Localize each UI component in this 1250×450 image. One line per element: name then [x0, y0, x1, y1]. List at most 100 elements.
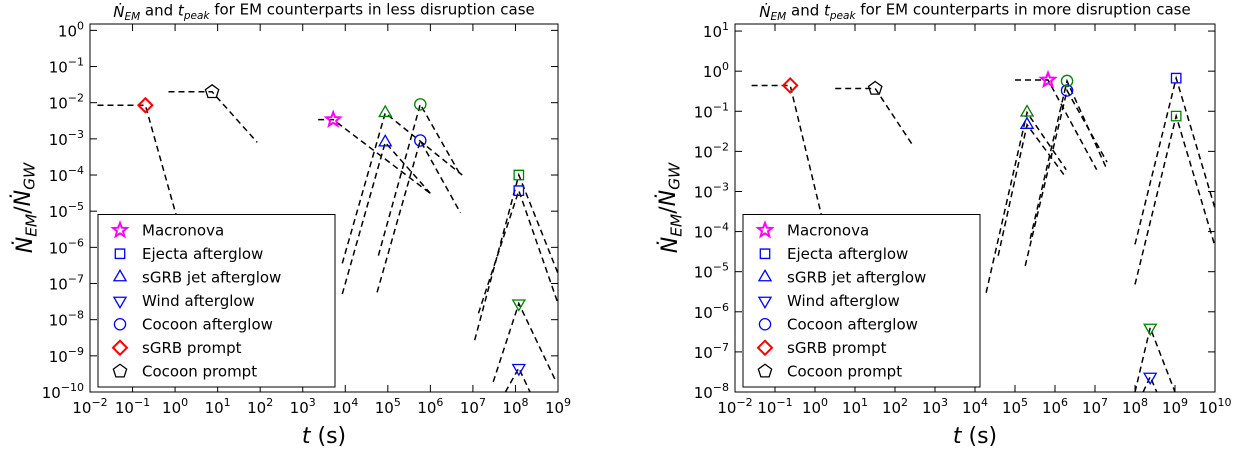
- legend-label: Ejecta afterglow: [787, 245, 908, 263]
- tick-exp: 0: [821, 396, 828, 409]
- model-curve: [835, 87, 914, 146]
- tick-base: 10: [694, 384, 713, 402]
- legend-marker: [110, 220, 130, 239]
- tick-base: 10: [49, 276, 68, 294]
- text-segment: t: [302, 424, 312, 449]
- tick-base: 10: [882, 399, 901, 417]
- title: ṄEM and tpeak for EM counterparts in mor…: [759, 0, 1190, 23]
- tick-base: 10: [290, 399, 309, 417]
- tick-base: 10: [922, 399, 941, 417]
- legend-label: Wind afterglow: [142, 292, 255, 310]
- legend-marker: [755, 220, 775, 239]
- tick-exp: −6: [713, 301, 729, 314]
- tick-base: 10: [49, 312, 68, 330]
- model-curve: [376, 138, 462, 293]
- marker: [1019, 104, 1035, 117]
- legend-marker: [757, 268, 773, 282]
- text-segment: /: [11, 206, 36, 214]
- title: ṄEM and tpeak for EM counterparts in les…: [113, 0, 535, 23]
- tick-base: 10: [703, 23, 722, 41]
- tick-exp: 9: [1181, 396, 1188, 409]
- tick-exp: −3: [68, 128, 84, 141]
- tick-exp: −1: [776, 396, 792, 409]
- tick-label: 10−5: [49, 200, 84, 221]
- tick-exp: −1: [713, 100, 729, 113]
- tick-label: 101: [842, 396, 868, 417]
- tick-label: 10−1: [115, 396, 150, 417]
- legend-label: Wind afterglow: [787, 292, 900, 310]
- legend-label: Macronova: [142, 221, 224, 239]
- tick-base: 10: [72, 399, 91, 417]
- tick-base: 10: [694, 103, 713, 121]
- tick-label: 108: [502, 396, 528, 417]
- model-curve: [1024, 88, 1108, 267]
- tick-exp: 7: [479, 396, 486, 409]
- tick-exp: 6: [1061, 396, 1068, 409]
- tick-exp: −8: [713, 381, 729, 394]
- tick-base: 10: [247, 399, 266, 417]
- legend-marker: [113, 318, 127, 331]
- tick-exp: −3: [713, 180, 729, 193]
- tick-base: 10: [694, 344, 713, 362]
- legend-marker: [758, 318, 772, 331]
- tick-exp: 5: [1021, 396, 1028, 409]
- tick-base: 10: [1122, 399, 1141, 417]
- tick-base: 10: [375, 399, 394, 417]
- tick-exp: −7: [713, 341, 729, 354]
- tick-label: 10−2: [72, 396, 107, 417]
- tick-label: 10−1: [694, 100, 729, 121]
- tick-base: 10: [694, 183, 713, 201]
- legend-label: sGRB jet afterglow: [142, 268, 281, 286]
- text-segment: (s): [311, 424, 347, 449]
- tick-exp: 5: [394, 396, 401, 409]
- tick-exp: 0: [181, 396, 188, 409]
- tick-label: 10−8: [694, 381, 729, 402]
- tick-label: 100: [58, 19, 84, 40]
- tick-label: 102: [247, 396, 273, 417]
- tick-base: 10: [1042, 399, 1061, 417]
- tick-label: 10−3: [49, 128, 84, 149]
- tick-label: 106: [1042, 396, 1068, 417]
- tick-label: 102: [882, 396, 908, 417]
- tick-exp: −2: [736, 396, 752, 409]
- tick-base: 10: [460, 399, 479, 417]
- tick-base: 10: [703, 63, 722, 81]
- tick-base: 10: [42, 384, 61, 402]
- text-segment: t: [824, 2, 831, 20]
- tick-label: 10−3: [694, 180, 729, 201]
- tick-base: 10: [1002, 399, 1021, 417]
- text-segment: EM: [771, 11, 787, 23]
- text-segment: peak: [829, 10, 857, 22]
- tick-exp: 0: [77, 19, 84, 32]
- legend-box: [97, 214, 336, 388]
- text-segment: EM: [124, 11, 140, 23]
- model-curve: [341, 140, 431, 295]
- tick-label: 10−8: [49, 309, 84, 330]
- model-curve: [751, 84, 824, 223]
- marker: [1019, 116, 1035, 129]
- y-label: ṄEM/ṄGW: [655, 162, 686, 253]
- tick-base: 10: [49, 59, 68, 77]
- tick-exp: −2: [91, 396, 107, 409]
- tick-label: 105: [375, 396, 401, 417]
- tick-label: 101: [205, 396, 231, 417]
- tick-label: 10−2: [694, 140, 729, 161]
- legend-marker: [112, 296, 128, 310]
- tick-base: 10: [694, 264, 713, 282]
- tick-exp: 3: [309, 396, 316, 409]
- tick-exp: −8: [68, 309, 84, 322]
- legend-marker: [759, 248, 771, 260]
- text-segment: for EM counterparts in less disruption c…: [209, 0, 534, 18]
- tick-label: 10−4: [694, 221, 729, 242]
- model-curve: [1134, 75, 1215, 245]
- tick-label: 10−1: [49, 56, 84, 77]
- text-segment: and: [140, 2, 178, 20]
- model-curve: [1029, 78, 1108, 239]
- model-curve: [1134, 113, 1215, 285]
- model-curve: [1134, 325, 1176, 392]
- text-segment: Ṅ: [759, 2, 770, 21]
- tick-base: 10: [802, 399, 821, 417]
- legend-box: [742, 214, 981, 388]
- tick-exp: 4: [351, 396, 358, 409]
